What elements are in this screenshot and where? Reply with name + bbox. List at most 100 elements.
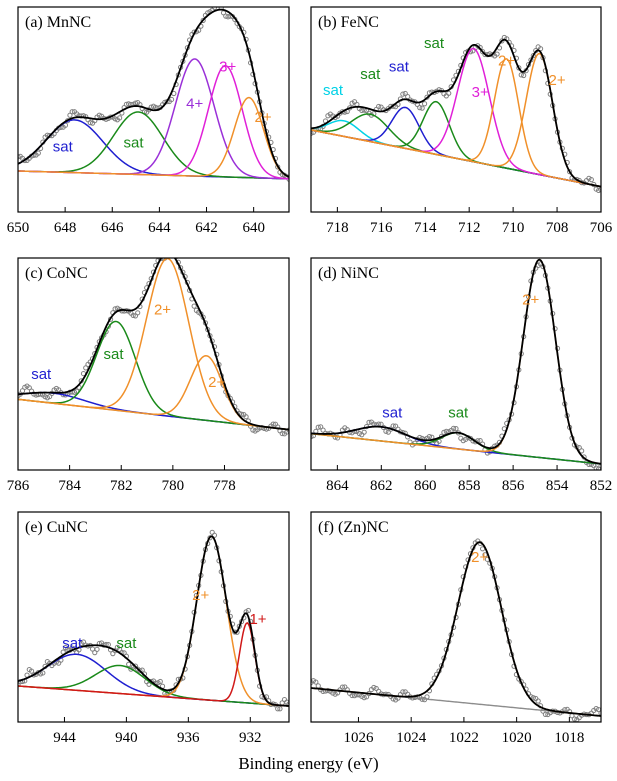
peak-2-4 [18, 96, 289, 178]
data-points [311, 34, 601, 194]
data-point [482, 51, 488, 58]
peak-label-sat-1: sat [116, 635, 137, 652]
panel-frame [310, 257, 602, 471]
data-point [211, 532, 218, 538]
data-point [417, 105, 423, 111]
x-tick-label: 1026 [344, 730, 375, 746]
data-point [521, 72, 527, 79]
data-point [18, 393, 21, 399]
data-point [18, 682, 21, 688]
panel-frame [17, 6, 290, 213]
data-point [390, 423, 396, 429]
envelope-fit-line [18, 535, 289, 707]
data-point [35, 150, 41, 156]
data-point [579, 448, 585, 454]
data-point [402, 90, 408, 97]
plot-area [311, 538, 601, 722]
data-point [363, 694, 370, 700]
peak-label-sat-1: sat [448, 405, 469, 422]
x-tick-label: 1018 [554, 730, 584, 746]
panel-frame [310, 511, 602, 723]
panel-mnnc: sat sat 4+ 3+ 2+ 650 648 646 644 642 640 (a) MnNC [7, 6, 290, 236]
plot-area [311, 258, 601, 470]
data-point [359, 107, 365, 113]
data-point [588, 177, 594, 183]
data-point [400, 91, 406, 97]
peak-label-2-2: 2+ [154, 302, 171, 319]
data-point [542, 711, 549, 718]
data-point [598, 187, 601, 193]
x-tick-label: 1022 [449, 730, 479, 746]
peak-label-1-3: 1+ [249, 611, 266, 628]
x-tick-label: 716 [370, 220, 393, 236]
data-point [315, 424, 321, 430]
peak-label-2-2: 2+ [522, 291, 539, 308]
data-point [371, 684, 377, 691]
data-point [351, 693, 358, 699]
peak-sat-1 [18, 320, 289, 431]
data-point [47, 132, 53, 139]
panel-title: (d) NiNC [318, 265, 379, 282]
data-point [167, 252, 171, 256]
peak-label-sat-1: sat [123, 135, 144, 152]
peak-label-2-2: 2+ [192, 587, 209, 604]
peak-1-3 [18, 622, 289, 707]
data-point [311, 434, 314, 440]
data-point [83, 365, 89, 371]
data-point [157, 678, 163, 685]
data-point [530, 695, 536, 701]
peak-label-2-0: 2+ [471, 549, 488, 566]
x-tick-label: 650 [7, 220, 30, 236]
data-point [593, 706, 599, 712]
data-point [516, 65, 522, 71]
data-point [207, 535, 213, 541]
peak-sat-1 [311, 113, 601, 188]
data-point [424, 694, 430, 700]
x-tick-label: 940 [115, 730, 138, 746]
x-tick-label: 852 [590, 478, 613, 494]
data-point [217, 7, 221, 8]
data-point [535, 698, 541, 704]
data-point [446, 90, 452, 96]
x-tick-label: 856 [502, 478, 525, 494]
x-tick-label: 944 [53, 730, 76, 746]
x-tick-label: 858 [458, 478, 481, 494]
data-point [441, 429, 447, 435]
peak-3-4 [311, 47, 601, 188]
data-point [238, 411, 245, 417]
x-tick-label: 648 [54, 220, 77, 236]
peak-label-sat-0: sat [323, 82, 344, 99]
data-point [518, 72, 524, 78]
x-tick-label: 784 [58, 478, 81, 494]
peak-label-sat-1: sat [360, 66, 381, 83]
peak-label-sat-0: sat [31, 366, 52, 383]
x-tick-label: 1020 [502, 730, 532, 746]
data-point [191, 303, 197, 309]
panel-conc: sat sat 2+ 2+ 786 784 782 780 778 (c) CoNC [7, 252, 290, 494]
data-point [117, 115, 123, 121]
panel-cunc: sat sat 2+ 1+ 944 940 936 932 (e) CuNC [17, 511, 290, 746]
data-point [400, 689, 406, 695]
data-point [18, 154, 21, 160]
data-point [275, 706, 281, 712]
data-point [339, 684, 346, 690]
panel-frame [17, 511, 290, 723]
data-point [376, 103, 382, 110]
panel-title: (e) CuNC [25, 519, 88, 536]
data-point [598, 710, 601, 716]
panel-title: (a) MnNC [25, 14, 91, 31]
data-point [361, 695, 367, 701]
x-tick-label: 1024 [396, 730, 427, 746]
peak-sat-3 [311, 100, 601, 188]
data-point [311, 130, 314, 136]
x-tick-label: 936 [177, 730, 200, 746]
data-point [28, 668, 35, 674]
data-point [383, 428, 389, 434]
peak-label-3-3: 3+ [219, 58, 236, 75]
data-point [390, 696, 396, 702]
peak-label-2-4: 2+ [255, 109, 272, 126]
x-tick-label: 864 [326, 478, 349, 494]
panel-ninc: sat sat 2+ 864 862 860 858 856 854 852 (d) NiNC [310, 257, 613, 494]
data-point [40, 670, 46, 676]
